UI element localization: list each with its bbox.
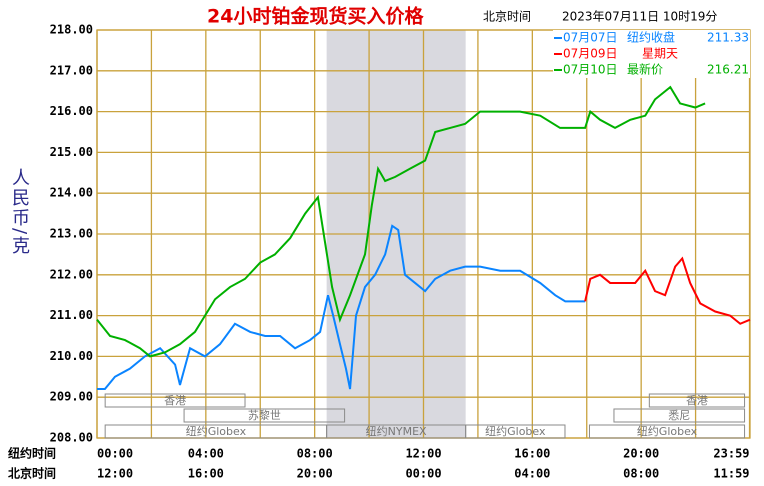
legend-value: 211.33 — [707, 31, 749, 45]
y-tick-label: 212.00 — [50, 267, 93, 281]
y-tick-label: 217.00 — [50, 63, 93, 77]
legend-entry: 07月09日 — [563, 47, 618, 61]
x2-tick-label: 04:00 — [514, 467, 550, 481]
session-label: 悉尼 — [668, 409, 690, 422]
x2-axis-label: 北京时间 — [8, 466, 56, 481]
x2-tick-label: 11:59 — [713, 467, 749, 481]
session-label: 苏黎世 — [248, 408, 281, 422]
x-tick-label: 23:59 — [713, 447, 749, 461]
x2-tick-label: 16:00 — [188, 467, 224, 481]
session-label: 纽约Globex — [637, 424, 698, 438]
x2-tick-label: 08:00 — [623, 467, 659, 481]
legend-box — [553, 30, 750, 78]
time-zone: 北京时间 — [483, 10, 531, 24]
y-tick-label: 215.00 — [50, 145, 93, 159]
x-axis-label: 纽约时间 — [8, 446, 56, 461]
timestamp: 2023年07月11日 10时19分 — [562, 10, 717, 24]
session-label: 香港 — [686, 394, 708, 407]
session-bar — [104, 393, 246, 408]
series-line — [97, 224, 586, 391]
y-tick-label: 209.00 — [50, 390, 93, 404]
x2-tick-label: 00:00 — [405, 467, 441, 481]
x2-tick-label: 20:00 — [297, 467, 333, 481]
x-tick-label: 08:00 — [297, 447, 333, 461]
session-bar — [588, 424, 746, 439]
y-tick-label: 216.00 — [50, 104, 93, 118]
x-tick-label: 20:00 — [623, 447, 659, 461]
legend-note: 最新价 — [627, 62, 663, 77]
session-label: 纽约NYMEX — [366, 424, 427, 438]
y-tick-label: 213.00 — [50, 227, 93, 241]
y-tick-label: 208.00 — [50, 431, 93, 445]
legend-note: 纽约收盘 — [627, 30, 675, 45]
x-tick-label: 12:00 — [405, 447, 441, 461]
session-bar — [648, 393, 746, 408]
session-bar — [183, 408, 346, 423]
x-tick-label: 04:00 — [188, 447, 224, 461]
legend-value: 216.21 — [707, 63, 749, 77]
session-bar — [613, 408, 746, 423]
y-tick-label: 210.00 — [50, 349, 93, 363]
legend-entry: 07月10日 — [563, 63, 618, 77]
y-axis-label: 人民币/克 — [9, 168, 30, 257]
y-tick-label: 211.00 — [50, 308, 93, 322]
y-tick-label: 214.00 — [50, 186, 93, 200]
x-tick-label: 00:00 — [97, 447, 133, 461]
session-bar — [465, 424, 566, 439]
session-label: 香港 — [164, 394, 186, 407]
legend-note: 星期天 — [642, 47, 678, 61]
x-tick-label: 16:00 — [514, 447, 550, 461]
series-line — [96, 85, 706, 358]
y-tick-label: 218.00 — [50, 23, 93, 37]
x2-tick-label: 12:00 — [97, 467, 133, 481]
session-label: 纽约Globex — [485, 424, 546, 438]
session-label: 纽约Globex — [186, 424, 247, 438]
series-line — [584, 256, 751, 325]
chart-title: 24小时铂金现货买入价格 — [207, 5, 424, 28]
legend-entry: 07月07日 — [563, 31, 618, 45]
